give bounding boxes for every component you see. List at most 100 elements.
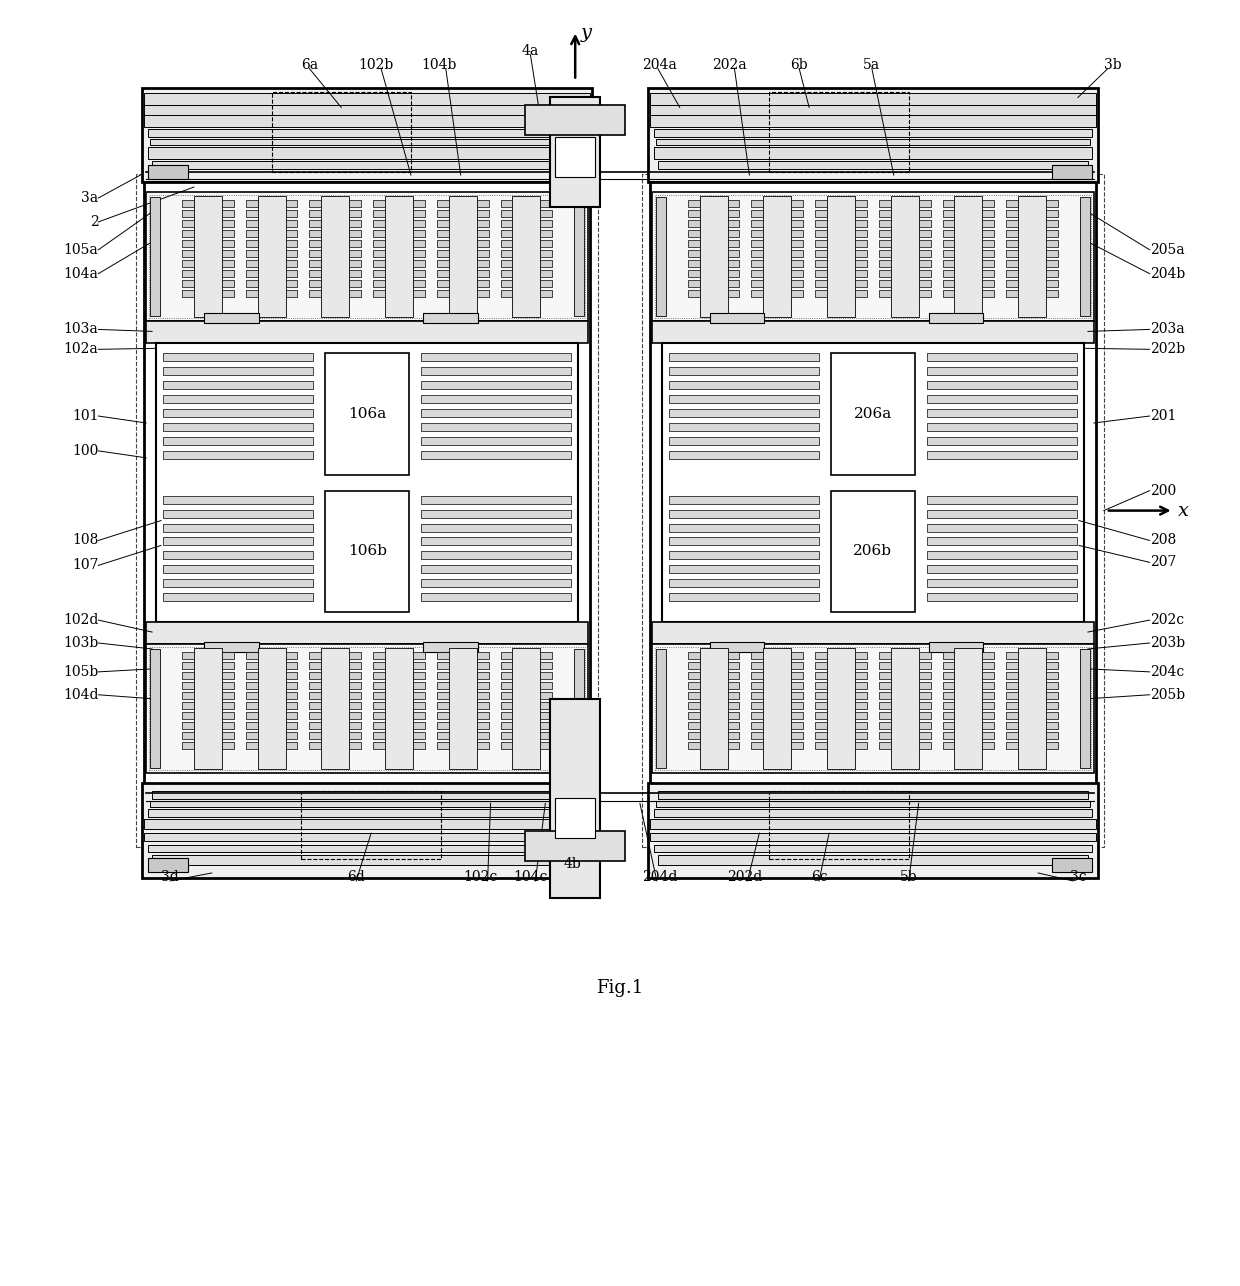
Bar [942, 260, 955, 266]
Text: 3a: 3a [82, 192, 98, 204]
Bar [919, 711, 930, 719]
Text: 5a: 5a [863, 58, 880, 72]
Bar [144, 105, 590, 116]
Bar [919, 260, 930, 266]
Bar [148, 809, 587, 817]
Bar [373, 210, 386, 217]
Bar [413, 711, 425, 719]
Bar [285, 662, 298, 669]
Bar [879, 692, 890, 698]
Bar [246, 270, 258, 276]
Bar [926, 368, 1078, 376]
Bar [182, 279, 193, 287]
Text: 204d: 204d [642, 869, 677, 883]
Bar [751, 702, 764, 709]
Bar [413, 289, 425, 297]
Bar [162, 423, 314, 431]
Bar [1007, 662, 1018, 669]
Bar [1047, 201, 1058, 207]
Bar [815, 239, 827, 247]
Bar [650, 183, 1096, 840]
Bar [919, 279, 930, 287]
Text: 207: 207 [1149, 556, 1176, 570]
Bar [148, 130, 587, 138]
Bar [246, 239, 258, 247]
Bar [926, 538, 1078, 545]
Bar [815, 230, 827, 237]
Bar [668, 437, 820, 445]
Bar [310, 289, 321, 297]
Bar [182, 270, 193, 276]
Bar [854, 652, 867, 658]
Bar [373, 732, 386, 738]
Bar [668, 354, 820, 361]
Bar [764, 648, 791, 769]
Bar [136, 174, 598, 847]
Bar [1047, 279, 1058, 287]
Bar [791, 732, 804, 738]
Bar [879, 279, 890, 287]
Bar [413, 662, 425, 669]
Bar [688, 702, 699, 709]
Bar [854, 201, 867, 207]
Bar [350, 249, 361, 257]
Bar [373, 682, 386, 689]
Bar [413, 201, 425, 207]
Bar [246, 230, 258, 237]
Bar [246, 721, 258, 729]
Bar [642, 174, 1104, 847]
Bar [501, 702, 512, 709]
Bar [413, 732, 425, 738]
Bar [150, 649, 160, 769]
Bar [769, 791, 909, 859]
Bar [541, 260, 552, 266]
Bar [751, 682, 764, 689]
Bar [285, 220, 298, 226]
Bar [926, 423, 1078, 431]
Bar [688, 249, 699, 257]
Bar [285, 210, 298, 217]
Bar [310, 662, 321, 669]
Bar [982, 239, 994, 247]
Text: 104d: 104d [63, 688, 98, 702]
Bar [982, 249, 994, 257]
Bar [688, 239, 699, 247]
Bar [728, 239, 739, 247]
Bar [831, 354, 915, 475]
Bar [373, 279, 386, 287]
Bar [222, 711, 233, 719]
Bar [246, 702, 258, 709]
Bar [668, 593, 820, 601]
Bar [982, 692, 994, 698]
Bar [926, 381, 1078, 390]
Bar [728, 732, 739, 738]
Bar [246, 260, 258, 266]
Bar [476, 239, 489, 247]
Bar [668, 552, 820, 559]
Bar [919, 682, 930, 689]
Bar [501, 201, 512, 207]
Bar [879, 742, 890, 748]
Bar [854, 721, 867, 729]
Text: 107: 107 [72, 558, 98, 572]
Bar [827, 648, 854, 769]
Text: 5b: 5b [900, 869, 918, 883]
Bar [919, 270, 930, 276]
Bar [751, 239, 764, 247]
Bar [668, 409, 820, 417]
Bar [1047, 652, 1058, 658]
Bar [246, 220, 258, 226]
Bar [501, 671, 512, 679]
Bar [501, 662, 512, 669]
Bar [942, 210, 955, 217]
Bar [815, 732, 827, 738]
Bar [815, 692, 827, 698]
Bar [656, 197, 666, 316]
Bar [982, 721, 994, 729]
Bar [699, 648, 728, 769]
Bar [1007, 260, 1018, 266]
Bar [420, 495, 572, 504]
Bar [373, 652, 386, 658]
Bar [791, 230, 804, 237]
Bar [1007, 692, 1018, 698]
